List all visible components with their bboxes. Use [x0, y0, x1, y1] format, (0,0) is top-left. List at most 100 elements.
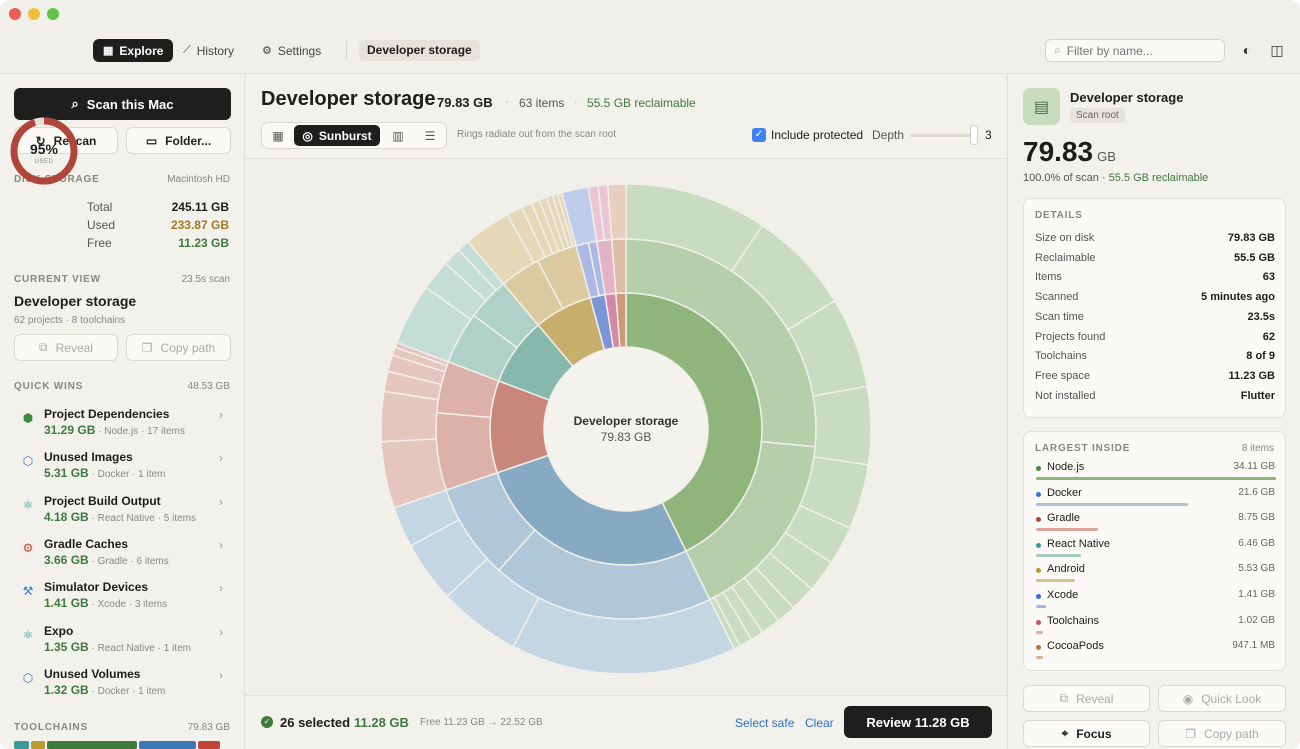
quick-look-button[interactable]: ◉ Quick Look: [1158, 685, 1286, 712]
close-window-button[interactable]: [9, 8, 21, 20]
view-bars-button[interactable]: ▥: [384, 125, 412, 146]
quick-win-meta: 1.32 GB · Docker · 1 item: [44, 683, 165, 697]
quick-win-item[interactable]: ⚛ Expo 1.35 GB · React Native · 1 item ›: [14, 623, 231, 663]
review-button[interactable]: Review 11.28 GB: [844, 706, 992, 738]
toolchains-bar: [14, 741, 231, 749]
detail-row: Items 63: [1035, 271, 1275, 289]
inspector-reveal-button[interactable]: ⧉ Reveal: [1023, 685, 1150, 712]
search-input[interactable]: [1066, 43, 1207, 58]
chevron-right-icon: ›: [219, 624, 223, 639]
quick-win-size: 4.18 GB: [44, 509, 89, 524]
legend-dot: [1036, 491, 1041, 497]
largest-item-row[interactable]: Node.js 34.11 GB: [1035, 461, 1276, 486]
quick-win-meta: 3.66 GB · Gradle · 6 items: [44, 553, 169, 567]
detail-key: Free space: [1035, 369, 1091, 382]
quick-win-item[interactable]: ⬡ Unused Images 5.31 GB · Docker · 1 item ›: [14, 449, 231, 489]
view-sunburst-button[interactable]: ◎ Sunburst: [294, 125, 380, 146]
folder-button[interactable]: ▭ Folder...: [126, 127, 231, 154]
detail-key: Not installed: [1035, 389, 1096, 402]
depth-slider[interactable]: [910, 134, 976, 137]
breadcrumb[interactable]: Developer storage: [359, 40, 480, 61]
largest-item-bar: [1036, 579, 1075, 583]
quick-wins-heading: QUICK WINS: [14, 381, 84, 392]
largest-item-row[interactable]: Docker 21.6 GB: [1035, 487, 1275, 512]
largest-item-size: 6.46 GB: [1238, 537, 1275, 549]
tab-explore[interactable]: ▦ Explore: [93, 39, 174, 62]
largest-item-row[interactable]: Toolchains 1.02 GB: [1035, 615, 1275, 640]
reveal-button[interactable]: ⧉ Reveal: [14, 334, 118, 361]
detail-value: 23.5s: [1247, 310, 1275, 323]
item-count: 63 items: [519, 96, 565, 110]
inspector-title: Developer storage: [1070, 90, 1184, 105]
inspector-subtitle: 100.0% of scan · 55.5 GB reclaimable: [1023, 172, 1208, 184]
toolchains-total: 79.83 GB: [187, 722, 230, 733]
node-icon: ⬢: [22, 411, 34, 425]
largest-item-size: 1.41 GB: [1238, 589, 1275, 600]
detail-value: 8 of 9: [1246, 350, 1275, 363]
largest-item-row[interactable]: CocoaPods 947.1 MB: [1035, 640, 1275, 665]
legend-dot: [1036, 619, 1041, 625]
quick-win-size: 1.35 GB: [44, 639, 89, 654]
detail-row: Reclaimable 55.5 GB: [1035, 252, 1275, 270]
toolchains-heading: TOOLCHAINS: [14, 722, 88, 733]
largest-item-size: 34.11 GB: [1233, 461, 1275, 472]
largest-item-name: CocoaPods: [1047, 640, 1104, 653]
detail-key: Projects found: [1035, 330, 1106, 343]
view-list-button[interactable]: ☰: [416, 125, 444, 146]
largest-item-row[interactable]: Gradle 8.75 GB: [1035, 512, 1275, 537]
select-safe-link[interactable]: Select safe: [735, 716, 795, 730]
bars-icon: ▥: [392, 128, 404, 143]
disk-usage-ring: 95% USED: [10, 117, 78, 185]
zoom-window-button[interactable]: [47, 8, 59, 20]
sunburst-ring3-segment[interactable]: [606, 183, 627, 241]
chevron-right-icon: ›: [219, 451, 223, 466]
quick-win-detail: · React Native · 5 items: [91, 512, 196, 524]
selected-count: 26 selected: [280, 715, 351, 730]
crosshair-icon: ⌖: [1061, 726, 1069, 740]
quick-win-item[interactable]: ⬢ Project Dependencies 31.29 GB · Node.js …: [14, 406, 231, 446]
largest-item-row[interactable]: Xcode 1.41 GB: [1035, 589, 1275, 614]
inspector-panel: ▤ Developer storage Scan root 79.83 GB 10…: [1007, 74, 1300, 749]
largest-item-row[interactable]: Android 5.53 GB: [1035, 563, 1275, 588]
largest-item-row[interactable]: React Native 6.46 GB: [1035, 538, 1275, 563]
quick-win-detail: · Xcode · 3 items: [91, 599, 168, 611]
quick-win-item[interactable]: ⬡ Unused Volumes 1.32 GB · Docker · 1 item…: [14, 666, 231, 706]
detail-value: 62: [1262, 330, 1275, 343]
search-field[interactable]: ⌕: [1045, 39, 1225, 62]
detail-row: Scanned 5 minutes ago: [1035, 291, 1275, 309]
minimize-window-button[interactable]: [28, 8, 40, 20]
scan-button-label: Scan this Mac: [86, 96, 174, 112]
copy-path-button[interactable]: ❐ Copy path: [126, 334, 231, 361]
eye-icon: ◉: [1182, 691, 1194, 706]
sunburst-chart: Developer storage 79.83 GB: [380, 183, 872, 675]
sunburst-center[interactable]: [545, 348, 707, 510]
main-pane: Developer storage 79.83 GB · 63 items · …: [245, 74, 1007, 749]
include-protected-checkbox[interactable]: ✓: [752, 128, 766, 142]
scan-button[interactable]: ⌕ Scan this Mac: [14, 88, 231, 120]
tab-history[interactable]: ⟋ History: [173, 39, 244, 62]
quick-win-item[interactable]: ⚙ Gradle Caches 3.66 GB · Gradle · 6 items…: [14, 536, 231, 576]
quick-win-item[interactable]: ⚒ Simulator Devices 1.41 GB · Xcode · 3 it…: [14, 579, 231, 619]
sunburst-ring3-segment[interactable]: [812, 385, 872, 466]
largest-item-name: Docker: [1047, 486, 1082, 499]
legend-dot: [1036, 645, 1041, 651]
tab-settings[interactable]: ⚙ Settings: [252, 39, 331, 62]
detail-row: Toolchains 8 of 9: [1035, 350, 1275, 368]
list-icon: ☰: [424, 128, 436, 143]
depth-slider-handle[interactable]: [970, 125, 978, 145]
folder-label: Folder...: [165, 133, 212, 148]
details-heading: DETAILS: [1035, 210, 1083, 221]
volume-name: Macintosh HD: [167, 174, 230, 185]
selected-size: 11.28 GB: [354, 715, 409, 730]
inspector-toggle-icon[interactable]: ◫: [1270, 42, 1284, 58]
inspector-copy-path-button[interactable]: ❐ Copy path: [1158, 720, 1286, 747]
view-grid-button[interactable]: ▦: [265, 125, 291, 146]
largest-item-bar: [1036, 605, 1046, 608]
focus-button[interactable]: ⌖ Focus: [1023, 720, 1150, 747]
appearance-toggle-icon[interactable]: ◐: [1242, 42, 1252, 58]
quick-win-item[interactable]: ⚛ Project Build Output 4.18 GB · React Nat…: [14, 493, 231, 533]
clear-link[interactable]: Clear: [805, 716, 834, 730]
chevron-right-icon: ›: [219, 494, 223, 509]
inspector-copy-label: Copy path: [1204, 726, 1259, 741]
quick-win-name: Gradle Caches: [44, 536, 129, 551]
